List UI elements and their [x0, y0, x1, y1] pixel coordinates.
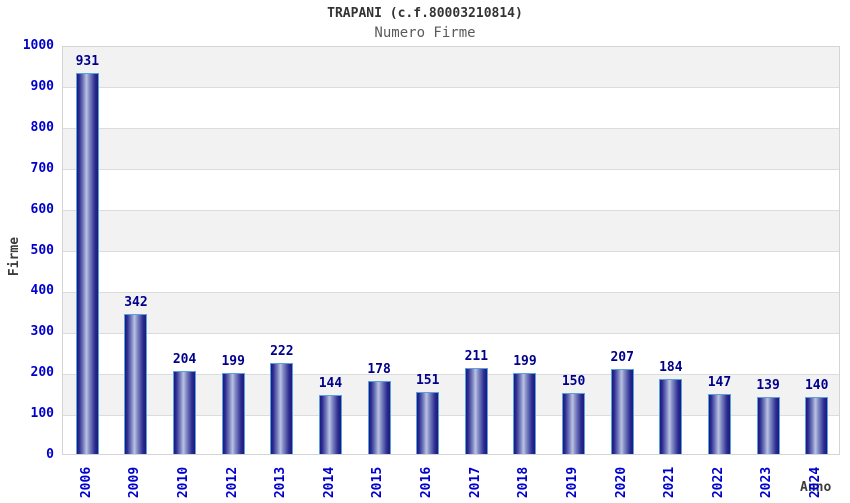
value-label-2013: 222: [270, 344, 294, 360]
bar-2015: [367, 381, 391, 454]
bar-2018: [513, 372, 537, 454]
y-tick-label-400: 400: [30, 283, 54, 299]
value-label-2010: 204: [172, 351, 197, 367]
x-tick-label-text: 2023: [759, 466, 775, 498]
y-tick-label-700: 700: [30, 160, 54, 176]
gridline-900: [63, 87, 839, 89]
y-tick-label-100: 100: [30, 406, 54, 422]
bar-2014: [318, 395, 342, 454]
bar-2012: [221, 372, 245, 454]
value-label-2018: 199: [513, 353, 537, 369]
bar-2024: [805, 396, 829, 454]
x-tick-label-2016: 2016: [407, 461, 447, 503]
x-tick-label-text: 2016: [419, 466, 435, 498]
x-tick-label-2013: 2013: [261, 461, 301, 503]
bar-2022: [707, 393, 731, 454]
x-tick-label-2009: 2009: [115, 461, 155, 503]
value-label-2024: 140: [804, 377, 829, 393]
x-tick-label-text: 2017: [467, 466, 483, 498]
bar-2023: [756, 397, 780, 454]
value-label-2017: 211: [464, 348, 489, 364]
value-label-2015: 178: [367, 362, 391, 378]
y-tick-label-800: 800: [30, 119, 54, 135]
value-label-2009: 342: [124, 295, 148, 311]
x-tick-label-text: 2012: [224, 466, 240, 498]
x-tick-label-text: 2021: [662, 466, 678, 498]
x-tick-label-2017: 2017: [455, 461, 495, 503]
value-label-2019: 150: [561, 373, 586, 389]
x-tick-label-text: 2018: [516, 466, 532, 498]
x-tick-label-2012: 2012: [212, 461, 252, 503]
value-label-2022: 147: [707, 374, 732, 390]
x-tick-label-text: 2013: [273, 466, 289, 498]
value-label-2023: 139: [756, 378, 780, 394]
x-tick-label-2014: 2014: [309, 461, 349, 503]
x-tick-label-text: 2006: [78, 466, 94, 498]
bar-2006: [75, 73, 99, 454]
gridline-700: [63, 169, 839, 171]
x-tick-label-text: 2009: [127, 466, 143, 498]
value-label-2020: 207: [610, 350, 634, 366]
x-tick-label-text: 2015: [370, 466, 386, 498]
y-tick-label-500: 500: [30, 242, 54, 258]
gridline-600: [63, 210, 839, 212]
bar-2010: [173, 370, 197, 454]
x-tick-label-2020: 2020: [601, 461, 641, 503]
x-tick-label-2015: 2015: [358, 461, 398, 503]
y-tick-label-0: 0: [46, 447, 54, 462]
gridline-400: [63, 291, 839, 293]
gridline-200: [63, 373, 839, 375]
x-tick-label-2006: 2006: [66, 461, 106, 503]
chart-title: TRAPANI (c.f.80003210814): [327, 6, 523, 21]
x-tick-label-text: 2010: [176, 466, 192, 498]
gridline-500: [63, 251, 839, 252]
y-tick-label-900: 900: [30, 78, 54, 94]
x-tick-label-2021: 2021: [650, 461, 690, 503]
chart-subtitle: Numero Firme: [374, 25, 476, 41]
value-label-2021: 184: [659, 359, 683, 375]
x-tick-label-text: 2014: [321, 466, 337, 498]
gridline-100: [63, 414, 839, 416]
bar-2019: [562, 392, 586, 454]
x-tick-label-text: 2020: [613, 466, 629, 498]
value-label-2012: 199: [221, 353, 245, 369]
gridline-300: [63, 332, 839, 334]
bar-2009: [124, 314, 148, 454]
bar-2021: [659, 378, 683, 454]
x-tick-label-2022: 2022: [698, 461, 738, 503]
bar-2020: [610, 369, 634, 454]
bar-2013: [270, 363, 294, 454]
y-tick-label-1000: 1000: [22, 38, 54, 53]
value-label-2014: 144: [318, 376, 343, 392]
x-tick-label-2010: 2010: [164, 461, 204, 503]
x-tick-label-2018: 2018: [504, 461, 544, 503]
value-label-2016: 151: [415, 373, 440, 389]
bar-2016: [416, 392, 440, 454]
plot-area: 931 342 204 199 222 144 178 151 211 199 150 207 184 1…: [62, 46, 840, 455]
x-tick-label-text: 2022: [710, 466, 726, 498]
x-tick-label-2024: 2024: [796, 461, 836, 503]
x-tick-label-2023: 2023: [747, 461, 787, 503]
x-tick-label-2019: 2019: [553, 461, 593, 503]
value-label-2006: 931: [75, 54, 100, 70]
y-tick-label-200: 200: [30, 365, 54, 381]
gridline-800: [63, 128, 839, 130]
y-tick-label-300: 300: [30, 324, 54, 340]
x-axis-title: Anno: [800, 480, 832, 495]
bar-2017: [464, 367, 488, 454]
y-tick-label-600: 600: [30, 201, 54, 217]
x-tick-label-text: 2024: [808, 466, 824, 498]
x-tick-label-text: 2019: [565, 466, 581, 498]
